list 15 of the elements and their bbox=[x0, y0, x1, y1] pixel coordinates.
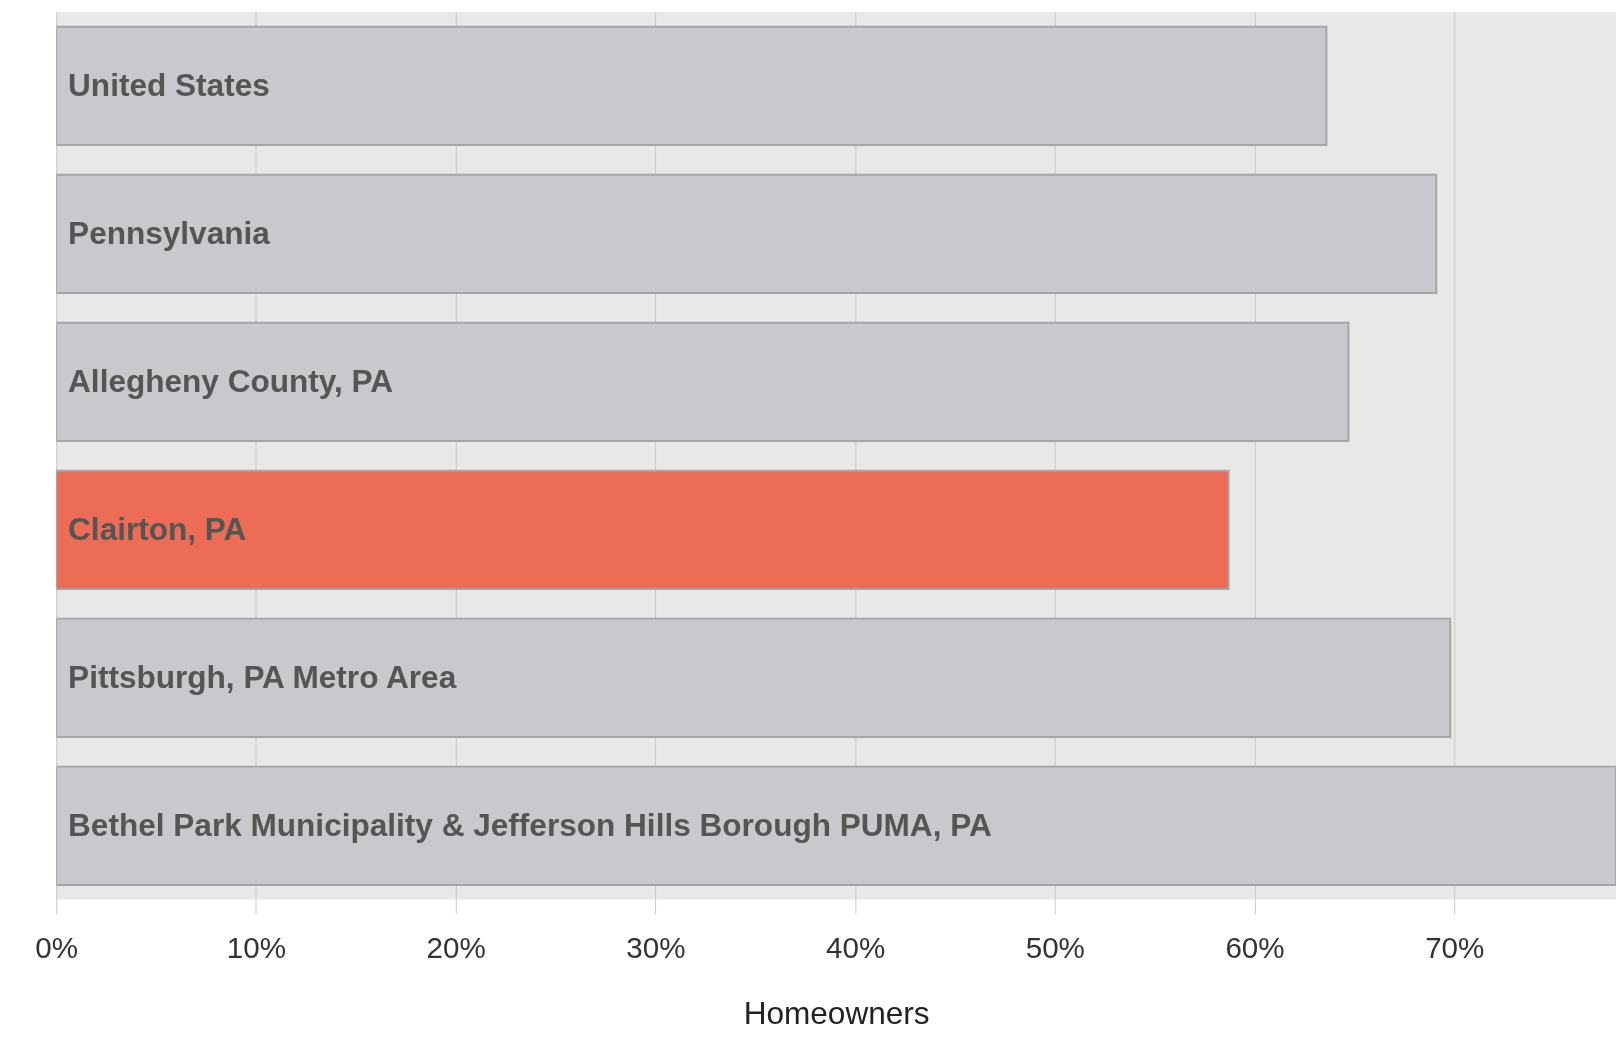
y-tick-label: Clairton, PA bbox=[68, 510, 247, 547]
x-tick-label: 10% bbox=[226, 930, 287, 964]
x-tick-label: 70% bbox=[1425, 930, 1485, 964]
y-tick-label: Bethel Park Municipality & Jefferson Hills Borough PUMA, PA bbox=[68, 806, 992, 843]
x-tick-label: 20% bbox=[426, 930, 486, 964]
x-tick-label: 40% bbox=[825, 930, 886, 964]
y-tick-label: Pittsburgh, PA Metro Area bbox=[68, 658, 457, 695]
y-tick-label: Pennsylvania bbox=[68, 214, 271, 251]
x-tick-label: 50% bbox=[1025, 930, 1085, 964]
x-tick-label: 30% bbox=[626, 930, 686, 964]
y-tick-label: United States bbox=[68, 66, 270, 103]
x-tick-label: 60% bbox=[1225, 930, 1285, 964]
x-tick-label: 0% bbox=[35, 930, 79, 964]
x-axis-title: Homeowners bbox=[743, 994, 930, 1031]
y-tick-label: Allegheny County, PA bbox=[68, 362, 394, 399]
